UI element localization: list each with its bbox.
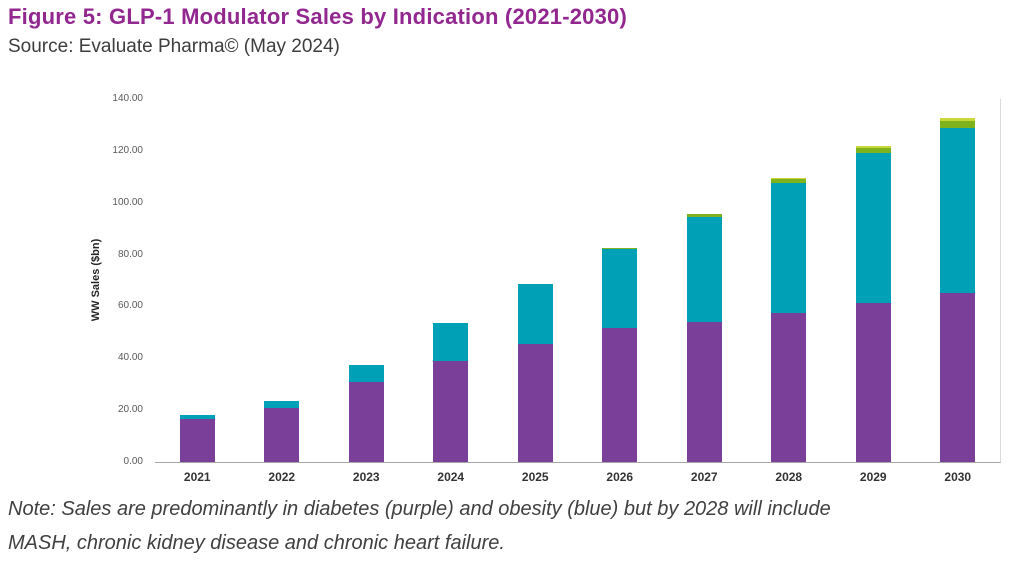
segment-diabetes-2029 <box>855 302 891 462</box>
segment-mash-2026 <box>602 248 638 250</box>
y-axis-label: WW Sales ($bn) <box>90 238 102 322</box>
bar-slot-2029 <box>831 99 916 462</box>
segment-obesity-2028 <box>771 183 807 313</box>
y-tick-label: 40.00 <box>117 352 143 364</box>
segment-obesity-2030 <box>940 127 976 294</box>
segment-obesity-2026 <box>602 249 638 329</box>
segment-diabetes-2028 <box>771 312 807 462</box>
x-tick-label-2026: 2026 <box>606 470 634 484</box>
stacked-bar-2027 <box>686 214 722 462</box>
segment-diabetes-2023 <box>348 381 384 462</box>
bar-slot-2028 <box>747 99 832 462</box>
segment-obesity-2025 <box>517 284 553 345</box>
bar-slot-2026 <box>578 99 663 462</box>
stacked-bar-2028 <box>771 178 807 462</box>
x-axis: 2021 2022 2023 2024 2025 2026 2027 2028 2029 2030 <box>155 470 1000 490</box>
y-tick-label: 20.00 <box>117 404 143 416</box>
figure-note-line2: MASH, chronic kidney disease and chronic… <box>8 532 505 554</box>
segment-obesity-2024 <box>433 323 469 361</box>
segment-chronic-kidney-disease-chf-2028 <box>771 178 807 180</box>
segment-obesity-2023 <box>348 364 384 382</box>
segment-obesity-2029 <box>855 153 891 303</box>
x-tick-label-2024: 2024 <box>437 470 465 484</box>
y-tick-label: 100.00 <box>112 196 143 208</box>
x-tick-label-2027: 2027 <box>690 470 718 484</box>
stacked-bar-2026 <box>602 248 638 462</box>
segment-mash-2030 <box>940 121 976 128</box>
stacked-bar-2022 <box>264 401 300 462</box>
segment-obesity-2027 <box>686 217 722 322</box>
bar-slot-2030 <box>916 99 1001 462</box>
figure-title: Figure 5: GLP-1 Modulator Sales by Indic… <box>8 4 627 29</box>
segment-chronic-kidney-disease-chf-2029 <box>855 146 891 149</box>
segment-mash-2028 <box>771 179 807 184</box>
stacked-bar-2025 <box>517 284 553 462</box>
segment-diabetes-2025 <box>517 344 553 462</box>
figure-source: Source: Evaluate Pharma© (May 2024) <box>8 36 340 57</box>
bar-slot-2022 <box>240 99 325 462</box>
segment-mash-2029 <box>855 148 891 154</box>
x-tick-label-2029: 2029 <box>859 470 887 484</box>
bar-slot-2024 <box>409 99 494 462</box>
segment-obesity-2021 <box>179 415 215 420</box>
segment-diabetes-2030 <box>940 293 976 462</box>
segment-diabetes-2022 <box>264 407 300 462</box>
segment-obesity-2022 <box>264 401 300 408</box>
segment-chronic-kidney-disease-chf-2030 <box>940 118 976 122</box>
plot-area <box>155 99 1001 463</box>
segment-diabetes-2027 <box>686 322 722 462</box>
x-tick-label-2023: 2023 <box>352 470 380 484</box>
figure-note-line1: Note: Sales are predominantly in diabete… <box>8 498 831 520</box>
y-tick-label: 80.00 <box>117 248 143 260</box>
stacked-bar-2021 <box>179 415 215 462</box>
stacked-bar-2029 <box>855 146 891 462</box>
segment-diabetes-2024 <box>433 360 469 462</box>
x-tick-label-2030: 2030 <box>944 470 972 484</box>
bar-slot-2023 <box>324 99 409 462</box>
segment-diabetes-2021 <box>179 419 215 462</box>
y-tick-label: 140.00 <box>112 93 143 104</box>
x-tick-label-2025: 2025 <box>521 470 549 484</box>
x-tick-label-2021: 2021 <box>183 470 211 484</box>
y-tick-label: 60.00 <box>117 300 143 312</box>
stacked-bar-2023 <box>348 364 384 462</box>
x-tick-label-2028: 2028 <box>775 470 803 484</box>
x-tick-label-2022: 2022 <box>268 470 296 484</box>
y-tick-label: 0.00 <box>123 456 143 467</box>
segment-mash-2027 <box>686 214 722 217</box>
stacked-bar-2030 <box>940 118 976 462</box>
sales-chart: 0.00 20.00 40.00 60.00 80.00 100.00 120.00 140.… <box>0 90 1036 490</box>
y-tick-label: 120.00 <box>112 144 143 156</box>
bar-slot-2021 <box>155 99 240 462</box>
bar-slot-2025 <box>493 99 578 462</box>
y-axis: 0.00 20.00 40.00 60.00 80.00 100.00 120.00 140.… <box>0 93 148 467</box>
bar-slot-2027 <box>662 99 747 462</box>
stacked-bar-2024 <box>433 323 469 462</box>
segment-diabetes-2026 <box>602 328 638 462</box>
